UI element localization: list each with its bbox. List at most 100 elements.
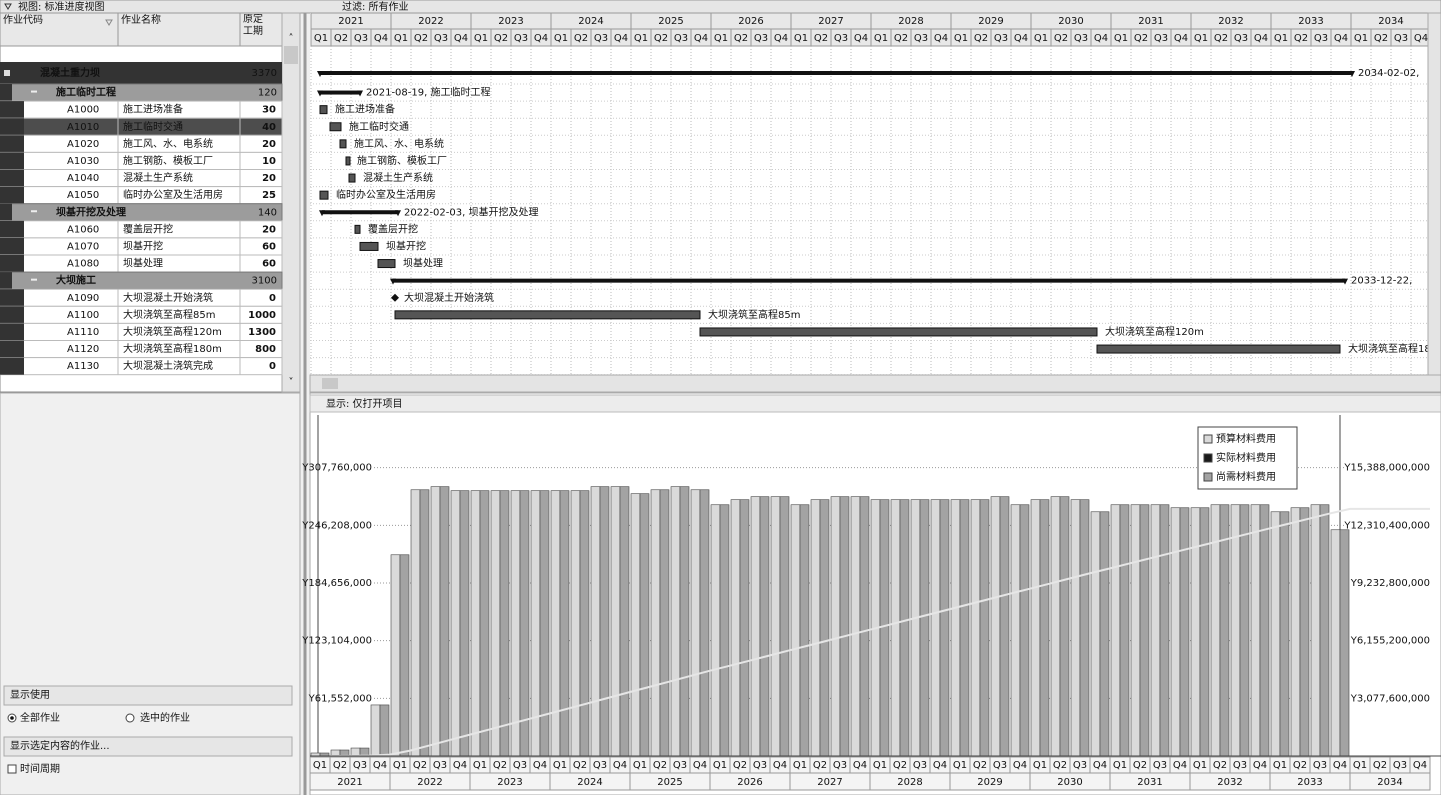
y-tick-label: Y123,104,000 <box>301 636 372 647</box>
scroll-down[interactable]: ˅ <box>289 376 294 388</box>
quarter-label: Q4 <box>1094 33 1108 44</box>
wbs-row[interactable] <box>0 203 283 222</box>
quarter-label: Q1 <box>794 33 808 44</box>
histogram-bar <box>650 489 661 757</box>
radio-all-label[interactable]: 全部作业 <box>20 711 60 724</box>
quarter-label: Q1 <box>874 33 888 44</box>
year-label: 2025 <box>658 16 683 27</box>
gantt-hscroll[interactable] <box>309 374 1441 393</box>
activity-code: A1110 <box>67 327 99 338</box>
quarter-label: Q1 <box>873 760 887 771</box>
year-label: 2021 <box>338 16 363 27</box>
project-row[interactable] <box>0 62 282 84</box>
summary-bar <box>322 210 398 215</box>
bar-label: 大坝混凝土开始浇筑 <box>404 291 494 304</box>
wbs-row[interactable] <box>0 83 283 102</box>
hscroll-thumb[interactable] <box>322 378 338 389</box>
column-header[interactable]: 原定工期 <box>243 14 263 37</box>
activity-duration: 20 <box>262 139 276 150</box>
checkbox[interactable] <box>7 764 17 774</box>
wbs-row[interactable] <box>0 271 283 290</box>
activity-bar[interactable] <box>394 310 701 320</box>
histogram-bar <box>1270 511 1281 757</box>
quarter-label: Q2 <box>573 760 587 771</box>
scroll-up[interactable]: ˄ <box>289 32 294 44</box>
year-label: 2029 <box>977 777 1002 788</box>
activity-bar[interactable] <box>319 105 328 115</box>
activity-name: 临时办公室及生活用房 <box>123 188 223 201</box>
histogram-bar <box>1099 511 1110 757</box>
activity-bar[interactable] <box>348 173 356 183</box>
bar-label: 2021-08-19, 施工临时工程 <box>366 86 490 99</box>
row-strip <box>0 118 24 136</box>
quarter-label: Q1 <box>394 33 408 44</box>
histogram-bar <box>699 489 710 757</box>
activity-duration: 30 <box>262 105 276 116</box>
y2-tick-label: Y3,077,600,000 <box>1350 693 1430 704</box>
activity-bar[interactable] <box>339 139 347 149</box>
collapse-icon <box>31 90 37 93</box>
toolbar-view[interactable]: 视图: 标准进度视图 <box>18 0 105 13</box>
activity-code: A1120 <box>67 344 99 355</box>
histogram-bar <box>710 504 721 757</box>
histogram-bar <box>910 499 921 757</box>
gantt-vscroll[interactable] <box>1427 12 1441 376</box>
column-header[interactable]: 作业代码 <box>3 14 43 26</box>
quarter-label: Q2 <box>1213 760 1227 771</box>
scroll-thumb[interactable] <box>284 46 298 64</box>
quarter-label: Q3 <box>1234 33 1248 44</box>
activity-name: 大坝浇筑至高程85m <box>123 308 215 321</box>
histogram-bar <box>630 493 641 757</box>
bar-label: 大坝浇筑至高程180m <box>1348 342 1441 355</box>
histogram-bar <box>959 499 970 757</box>
legend-label: 预算材料费用 <box>1216 432 1276 445</box>
quarter-label: Q3 <box>914 33 928 44</box>
activity-bar[interactable] <box>1096 344 1341 354</box>
year-label: 2028 <box>897 777 922 788</box>
quarter-label: Q2 <box>493 760 507 771</box>
radio-selected[interactable] <box>125 713 135 723</box>
activity-code: A1010 <box>67 122 99 133</box>
checkbox-label[interactable]: 时间周期 <box>20 762 60 775</box>
row-strip <box>0 84 12 102</box>
quarter-label: Q2 <box>814 33 828 44</box>
legend-swatch <box>1203 453 1213 463</box>
radio-selected-label[interactable]: 选中的作业 <box>140 711 190 724</box>
histogram-bar <box>1339 529 1350 757</box>
histogram-bar <box>379 704 390 757</box>
activity-bar[interactable] <box>354 224 361 234</box>
row-strip <box>0 340 24 358</box>
activity-bar[interactable] <box>329 122 342 132</box>
activity-bar[interactable] <box>345 156 351 166</box>
quarter-label: Q3 <box>1154 33 1168 44</box>
activity-bar[interactable] <box>319 190 329 200</box>
toolbar-filter: 过滤: 所有作业 <box>342 0 409 13</box>
histogram-bar <box>919 499 930 757</box>
histogram-title[interactable]: 显示: 仅打开项目 <box>326 397 403 410</box>
histogram-bar <box>779 496 790 757</box>
quarter-label: Q1 <box>714 33 728 44</box>
table-scrollbar[interactable] <box>281 12 301 393</box>
column-header[interactable]: 作业名称 <box>121 13 161 26</box>
quarter-label: Q3 <box>1074 33 1088 44</box>
activity-bar[interactable] <box>377 259 396 269</box>
histogram-bar <box>670 486 681 757</box>
histogram-bar <box>570 490 581 757</box>
quarter-label: Q3 <box>1153 760 1167 771</box>
histogram-bar <box>879 499 890 757</box>
activity-row[interactable] <box>0 357 283 376</box>
legend-label: 尚需材料费用 <box>1216 470 1276 483</box>
bar-label: 坝基开挖 <box>386 239 426 252</box>
quarter-label: Q1 <box>1194 33 1208 44</box>
activity-bar[interactable] <box>359 241 379 251</box>
summary-bar <box>320 71 1352 75</box>
row-strip <box>0 306 24 324</box>
row-strip <box>0 357 24 375</box>
activity-bar[interactable] <box>699 327 1098 337</box>
year-label: 2030 <box>1057 777 1082 788</box>
year-label: 2027 <box>818 16 843 27</box>
quarter-label: Q2 <box>813 760 827 771</box>
wbs-name: 施工临时工程 <box>56 86 116 99</box>
histogram-bar <box>1019 504 1030 757</box>
milestone[interactable] <box>391 293 399 302</box>
